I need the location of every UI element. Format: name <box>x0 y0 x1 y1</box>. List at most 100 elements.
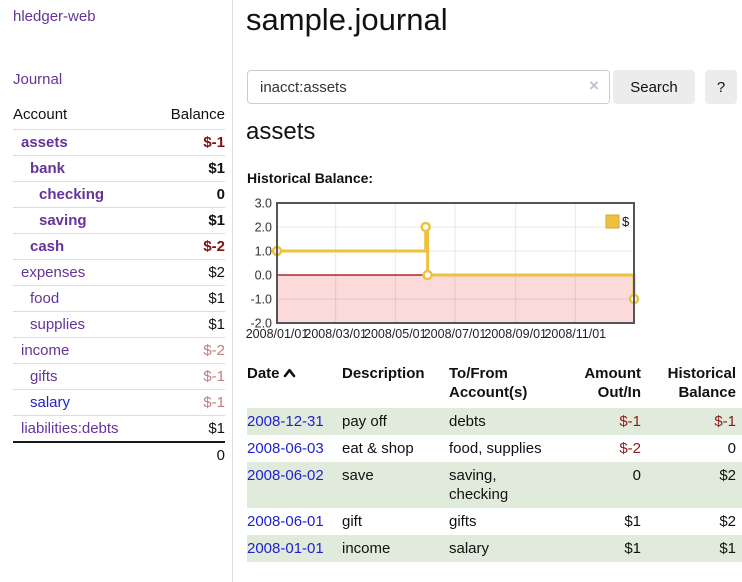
transaction-amount: $-2 <box>619 440 641 457</box>
register-body: 2008-12-31 pay off debts $-1 $-1 2008-06-03 ea… <box>247 408 742 562</box>
transaction-description: save <box>342 467 374 484</box>
transaction-accounts: debts <box>449 413 486 430</box>
chart-negative-region <box>277 275 634 323</box>
account-link-liabilities-debts[interactable]: liabilities:debts <box>21 420 119 437</box>
x-tick-label: 2008/03/01 <box>304 327 367 341</box>
chart-marker <box>422 269 433 281</box>
x-tick-label: 2008/07/01 <box>424 327 487 341</box>
transaction-description: gift <box>342 513 363 530</box>
account-link-checking[interactable]: checking <box>39 186 105 203</box>
register-col-date[interactable]: Date <box>247 362 342 408</box>
y-tick-label: -1.0 <box>250 293 272 307</box>
account-balance: $-1 <box>153 129 225 156</box>
legend-swatch <box>605 214 620 229</box>
account-balance: $-2 <box>153 233 225 260</box>
transaction-accounts: gifts <box>449 513 477 530</box>
transaction-row: 2008-06-01 gift gifts $1 $2 <box>247 508 742 535</box>
account-balance: $-2 <box>153 337 225 364</box>
accounts-total-row: 0 <box>13 441 225 468</box>
account-link-expenses[interactable]: expenses <box>21 264 86 281</box>
register-col-balance: Historical Balance <box>667 365 736 401</box>
transaction-date-link[interactable]: 2008-06-01 <box>247 513 324 530</box>
x-tick-label: 2008/01/01 <box>246 327 309 341</box>
transaction-date-link[interactable]: 2008-06-02 <box>247 467 324 484</box>
account-link-food[interactable]: food <box>30 290 60 307</box>
transaction-amount: $1 <box>624 540 641 557</box>
chart-border <box>276 202 635 324</box>
transaction-amount: $-1 <box>619 413 641 430</box>
account-link-saving[interactable]: saving <box>39 212 87 229</box>
transaction-balance: $2 <box>719 513 736 530</box>
transaction-date-link[interactable]: 2008-01-01 <box>247 540 324 557</box>
account-balance: $1 <box>153 311 225 338</box>
x-tick-label: 2008/11/01 <box>544 327 606 341</box>
account-link-assets[interactable]: assets <box>21 134 68 151</box>
y-tick-label: 3.0 <box>255 197 272 211</box>
accounts-table: Account Balance assets $-1 bank $1 checking 0… <box>13 103 225 468</box>
account-row: liabilities:debts $1 <box>13 415 225 442</box>
help-button[interactable]: ? <box>705 70 737 104</box>
clear-search-icon[interactable]: × <box>589 76 599 95</box>
transaction-row: 2008-01-01 income salary $1 $1 <box>247 535 742 562</box>
account-row: saving $1 <box>13 207 225 234</box>
transaction-row: 2008-06-02 save saving, checking 0 $2 <box>247 462 742 508</box>
account-row: cash $-2 <box>13 233 225 260</box>
brand-link[interactable]: hledger-web <box>13 8 96 25</box>
account-balance: $2 <box>153 259 225 286</box>
account-heading: assets <box>246 118 316 145</box>
transaction-accounts: salary <box>449 540 490 557</box>
transaction-date-link[interactable]: 2008-06-03 <box>247 440 324 457</box>
register-header-row: Date Description To/From Account(s) Amou… <box>247 362 742 408</box>
search-input[interactable] <box>247 70 610 104</box>
account-row: expenses $2 <box>13 259 225 286</box>
account-link-cash[interactable]: cash <box>30 238 65 255</box>
transaction-balance: $2 <box>719 467 736 484</box>
transaction-row: 2008-06-03 eat & shop food, supplies $-2 0 <box>247 435 742 462</box>
transaction-row: 2008-12-31 pay off debts $-1 $-1 <box>247 408 742 435</box>
account-link-salary[interactable]: salary <box>30 394 71 411</box>
register-col-amount: Amount Out/In <box>584 365 641 401</box>
page-title: sample.journal <box>246 2 448 37</box>
account-link-bank[interactable]: bank <box>30 160 66 177</box>
transaction-accounts: saving, checking <box>449 467 509 503</box>
y-tick-label: 2.0 <box>255 221 272 235</box>
y-tick-label: -2.0 <box>250 317 272 331</box>
accounts-col-balance: Balance <box>170 106 225 123</box>
accounts-header-row: Account Balance <box>13 103 225 130</box>
search-button[interactable]: Search <box>613 70 695 104</box>
account-balance: $1 <box>153 207 225 234</box>
transaction-description: eat & shop <box>342 440 414 457</box>
y-tick-label: 0.0 <box>255 269 272 283</box>
account-balance: $1 <box>153 155 225 182</box>
account-link-supplies[interactable]: supplies <box>30 316 86 333</box>
account-link-income[interactable]: income <box>21 342 70 359</box>
transaction-balance: $-1 <box>714 413 736 430</box>
account-row: assets $-1 <box>13 129 225 156</box>
register-col-description: Description <box>342 365 425 382</box>
sidebar: hledger-web Journal Account Balance asse… <box>0 0 233 582</box>
account-balance: $1 <box>153 415 225 442</box>
register-col-accounts: To/From Account(s) <box>449 365 528 401</box>
sidebar-item-journal[interactable]: Journal <box>13 71 63 88</box>
account-row: income $-2 <box>13 337 225 364</box>
transaction-accounts: food, supplies <box>449 440 542 457</box>
account-row: gifts $-1 <box>13 363 225 390</box>
transaction-amount: $1 <box>624 513 641 530</box>
account-balance: $1 <box>153 285 225 312</box>
transaction-amount: 0 <box>632 467 641 484</box>
legend-label: $ <box>622 214 630 229</box>
account-row: bank $1 <box>13 155 225 182</box>
y-tick-label: 1.0 <box>255 245 272 259</box>
account-balance: $-1 <box>153 363 225 390</box>
balance-chart: $3.0 2.0 1.0 0.0 -1.0 -2.02008/01/012008/03/0… <box>246 197 640 341</box>
account-link-gifts[interactable]: gifts <box>30 368 58 385</box>
transaction-balance: $1 <box>719 540 736 557</box>
accounts-total-value: 0 <box>153 441 225 468</box>
accounts-body: assets $-1 bank $1 checking 0 saving $1 cash $-2 e… <box>13 129 225 442</box>
accounts-col-account: Account <box>13 106 68 123</box>
transaction-balance: 0 <box>727 440 736 457</box>
chart-title: Historical Balance: <box>247 170 374 186</box>
transaction-date-link[interactable]: 2008-12-31 <box>247 413 324 430</box>
transaction-description: income <box>342 540 391 557</box>
